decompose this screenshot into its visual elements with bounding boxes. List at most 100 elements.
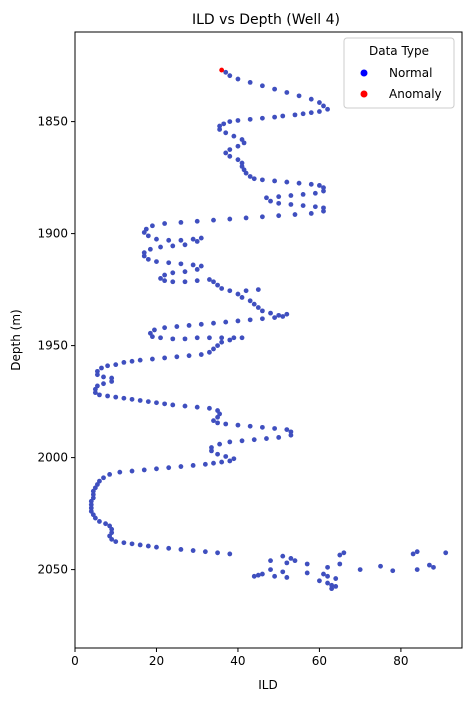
data-point-normal (259, 308, 265, 314)
data-point-normal (158, 335, 163, 341)
data-point-normal (259, 115, 265, 121)
data-point-normal (141, 230, 147, 235)
data-point-normal (280, 569, 286, 575)
data-point-normal (296, 180, 302, 186)
data-point-normal (325, 573, 330, 579)
data-point-normal (113, 394, 119, 400)
data-point-normal (162, 272, 168, 278)
data-point-normal (145, 233, 151, 239)
data-point-normal (243, 170, 249, 176)
data-point-normal (198, 235, 204, 241)
data-point-normal (317, 183, 322, 188)
data-point-normal (239, 438, 245, 444)
data-point-normal (312, 204, 318, 210)
x-axis-ticks: 0 20 40 60 80 (71, 648, 409, 668)
data-point-normal (321, 205, 326, 211)
x-tick-label: 80 (393, 654, 408, 668)
data-point-normal (255, 572, 261, 578)
data-point-normal (390, 568, 396, 574)
plot-area-frame (74, 31, 463, 649)
data-point-normal (337, 561, 343, 567)
data-point-normal (247, 317, 253, 323)
data-point-normal (292, 558, 298, 564)
data-point-normal (182, 403, 188, 409)
data-point-normal (105, 363, 110, 369)
data-point-normal (194, 278, 200, 284)
data-point-normal (166, 237, 172, 243)
data-point-normal (107, 472, 113, 477)
data-point-normal (284, 90, 290, 95)
data-point-normal (235, 318, 241, 324)
data-point-normal (174, 324, 180, 329)
data-point-normal (284, 560, 290, 566)
data-point-normal (235, 118, 241, 123)
legend-label-anomaly: Anomaly (389, 87, 442, 101)
data-point-normal (276, 312, 282, 318)
data-point-normal (284, 179, 290, 185)
data-point-normal (247, 80, 253, 85)
data-point-normal (88, 505, 94, 511)
y-tick-label: 1900 (37, 227, 68, 241)
x-tick-label: 0 (71, 654, 79, 668)
data-point-normal (186, 323, 192, 328)
data-point-normal (272, 315, 278, 320)
data-point-normal (190, 262, 196, 268)
data-point-normal (251, 301, 257, 307)
data-point-normal (312, 190, 318, 196)
data-point-normal (190, 236, 196, 242)
data-point-normal (308, 211, 314, 216)
data-point-normal (341, 550, 347, 556)
data-point-normal (255, 287, 261, 292)
x-tick-label: 40 (230, 654, 245, 668)
data-point-normal (227, 153, 233, 159)
data-point-normal (223, 150, 229, 156)
data-point-normal (268, 567, 273, 572)
data-point-normal (272, 426, 278, 431)
data-point-normal (325, 106, 330, 112)
data-point-normal (288, 432, 294, 438)
data-point-normal (272, 573, 278, 579)
data-point-normal (272, 86, 278, 92)
data-point-normal (333, 576, 339, 581)
data-point-normal (129, 468, 135, 474)
data-point-normal (178, 237, 184, 243)
data-point-normal (276, 194, 282, 200)
data-point-normal (141, 467, 147, 473)
data-point-normal (431, 564, 436, 570)
data-point-normal (239, 335, 245, 341)
data-point-normal (296, 93, 302, 99)
y-axis-label: Depth (m) (9, 309, 23, 370)
data-point-normal (259, 177, 265, 183)
data-point-normal (198, 352, 204, 357)
data-point-normal (174, 354, 180, 360)
data-point-normal (337, 552, 343, 558)
data-point-normal (95, 372, 100, 378)
data-point-normal (117, 469, 123, 475)
data-point-normal (223, 130, 229, 136)
data-point-normal (219, 459, 225, 465)
data-point-normal (414, 567, 420, 572)
data-point-normal (304, 561, 310, 567)
data-point-normal (186, 353, 192, 359)
data-point-normal (137, 542, 143, 548)
data-point-normal (202, 549, 208, 555)
data-point-normal (170, 336, 176, 342)
data-point-normal (223, 69, 229, 75)
data-point-normal (103, 521, 108, 527)
data-point-normal (317, 109, 322, 114)
data-point-normal (211, 418, 216, 424)
data-point-normal (101, 374, 106, 380)
chart-title: ILD vs Depth (Well 4) (192, 12, 340, 28)
data-point-normal (211, 320, 216, 326)
data-point-normal (276, 213, 282, 219)
data-point-normal (141, 253, 147, 259)
data-point-normal (154, 544, 159, 550)
data-point-normal (211, 279, 216, 285)
data-point-normal (150, 334, 155, 340)
data-point-normal (90, 492, 96, 497)
data-point-normal (92, 390, 98, 396)
data-point-normal (280, 553, 286, 559)
data-point-normal (101, 475, 106, 481)
data-point-normal (215, 343, 220, 348)
data-point-normal (207, 349, 212, 355)
